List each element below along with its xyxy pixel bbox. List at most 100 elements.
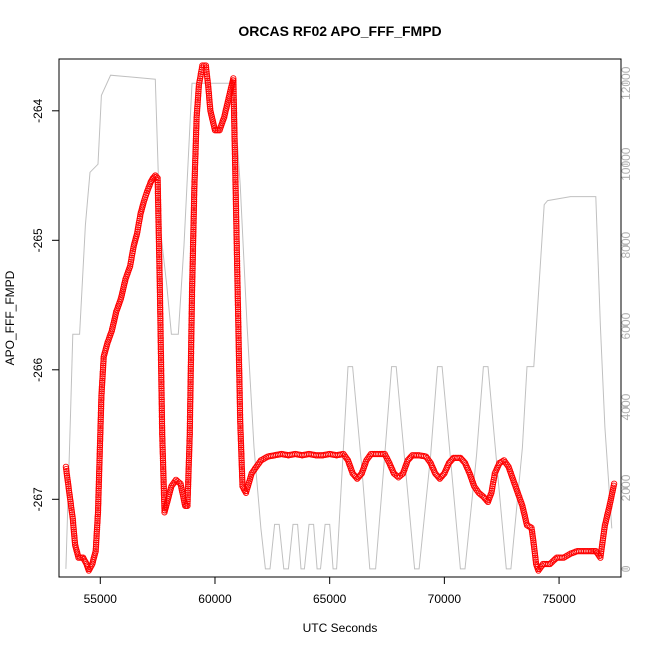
data-point (188, 310, 195, 318)
data-point (157, 304, 164, 311)
data-point (237, 435, 244, 443)
data-point (586, 547, 593, 555)
data-point (99, 364, 107, 371)
y2-tick-label: 8000 (619, 231, 633, 258)
data-point (158, 405, 165, 412)
data-point (155, 231, 162, 239)
data-point (186, 433, 193, 440)
data-point (449, 456, 456, 463)
data-point (230, 92, 237, 99)
data-point (191, 163, 199, 171)
y2-tick-label: 2000 (619, 474, 633, 501)
data-point (235, 328, 242, 335)
data-point (97, 424, 104, 432)
data-point (190, 213, 197, 220)
data-point (598, 543, 606, 550)
data-point (187, 394, 194, 401)
data-point (230, 75, 237, 82)
data-point (193, 124, 200, 132)
data-point (194, 96, 202, 104)
data-point (234, 297, 241, 304)
data-point (64, 478, 72, 486)
data-point (69, 511, 76, 518)
data-point (235, 334, 242, 342)
data-point (136, 213, 144, 220)
data-point (599, 537, 606, 544)
data-point (236, 374, 243, 381)
data-point (232, 163, 239, 171)
data-point (186, 437, 193, 445)
data-point (599, 534, 607, 542)
data-point (71, 539, 79, 546)
data-point (187, 350, 195, 357)
data-point (157, 319, 164, 326)
data-point (186, 427, 193, 434)
data-point (352, 474, 360, 481)
data-point (158, 402, 165, 410)
data-point (159, 437, 166, 445)
data-point (529, 533, 536, 540)
data-point (135, 222, 142, 229)
data-point (193, 111, 200, 119)
data-point (159, 433, 166, 440)
data-point (204, 81, 212, 89)
data-point (160, 481, 167, 488)
data-point (155, 229, 162, 237)
data-point (187, 405, 194, 412)
data-point (235, 315, 242, 322)
data-point (232, 185, 239, 192)
data-point (157, 334, 164, 342)
data-point (203, 68, 210, 76)
data-point (156, 264, 163, 272)
data-point (189, 280, 196, 287)
data-point (233, 253, 241, 260)
data-point (68, 509, 76, 516)
data-point (95, 500, 102, 507)
data-point (98, 381, 106, 389)
x-tick-label: 70000 (428, 592, 462, 606)
data-point (158, 418, 166, 425)
y-tick-label: -266 (31, 357, 45, 381)
data-point (232, 194, 239, 201)
data-point (97, 435, 104, 443)
data-point (96, 463, 103, 471)
data-point (153, 173, 160, 180)
data-point (156, 271, 163, 278)
data-point (393, 472, 401, 480)
data-point (156, 299, 164, 307)
data-point (158, 365, 165, 372)
data-point (192, 155, 199, 162)
data-point (235, 361, 243, 368)
data-point (238, 470, 246, 477)
data-point (232, 211, 240, 219)
data-point (238, 472, 246, 479)
data-point (230, 107, 238, 114)
data-point (435, 474, 442, 481)
data-point (188, 339, 195, 346)
data-point (99, 370, 106, 378)
data-point (233, 227, 240, 234)
data-point (237, 429, 244, 436)
data-point (95, 476, 103, 484)
data-point (231, 129, 238, 136)
data-point (184, 500, 191, 507)
data-point (157, 324, 164, 331)
data-point (235, 352, 243, 359)
data-point (65, 487, 73, 494)
data-point (231, 137, 238, 145)
data-point (187, 402, 194, 410)
data-point (160, 478, 167, 486)
data-point (158, 407, 165, 414)
data-point (67, 502, 75, 509)
data-point (156, 284, 163, 291)
data-point (184, 487, 192, 494)
data-point (187, 385, 194, 392)
data-point (232, 172, 239, 179)
data-point (171, 478, 178, 485)
data-point (231, 159, 239, 166)
data-point (238, 465, 246, 473)
data-point (187, 387, 194, 394)
data-point (235, 359, 243, 366)
data-point (155, 218, 162, 226)
